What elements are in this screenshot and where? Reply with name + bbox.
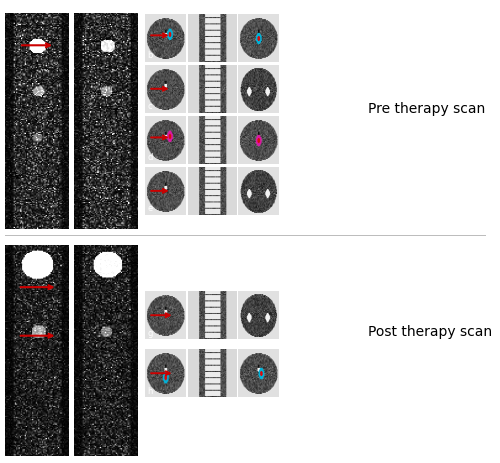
Text: h: h	[147, 386, 152, 395]
Text: Pre therapy scan: Pre therapy scan	[368, 102, 485, 116]
Text: Post therapy scan: Post therapy scan	[368, 324, 492, 338]
Text: c: c	[147, 102, 152, 111]
Text: e: e	[147, 204, 152, 213]
Text: d: d	[147, 153, 152, 162]
Text: b: b	[147, 51, 152, 60]
Text: a: a	[8, 215, 14, 225]
Text: g: g	[147, 328, 152, 337]
Text: f: f	[8, 442, 11, 452]
